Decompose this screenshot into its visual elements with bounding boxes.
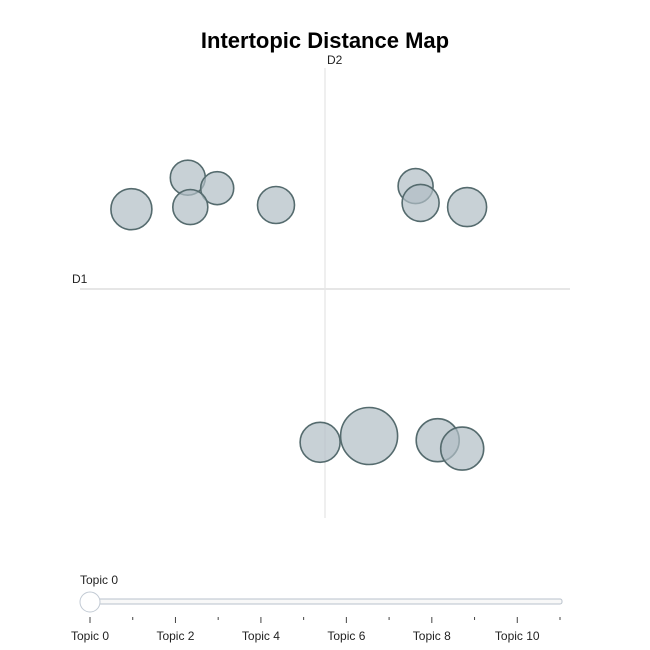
topic-bubble[interactable] — [172, 188, 209, 226]
topic-bubble[interactable] — [401, 183, 440, 223]
chart-title: Intertopic Distance Map — [201, 28, 449, 53]
topic-bubble[interactable] — [110, 187, 153, 231]
topic-bubble[interactable] — [439, 426, 485, 471]
topic-bubble[interactable] — [339, 406, 399, 466]
topic-bubble[interactable] — [199, 170, 235, 206]
slider-tick-label: Topic 2 — [156, 629, 194, 643]
slider-track[interactable] — [85, 598, 563, 605]
y-axis-label: D2 — [327, 53, 343, 67]
topic-bubbles — [110, 159, 488, 471]
topic-slider[interactable]: Topic 0 Topic 0 Topic 2 Topic 4 Topic 6 Topi… — [71, 573, 563, 643]
x-axis-label: D1 — [72, 272, 88, 286]
slider-tick-label: Topic 6 — [327, 629, 365, 643]
topic-bubble[interactable] — [446, 186, 488, 228]
slider-tick-label: Topic 0 — [71, 629, 109, 643]
slider-ticks: Topic 0 Topic 2 Topic 4 Topic 6 Topic 8 Topic… — [71, 617, 561, 643]
slider-tick-label: Topic 4 — [242, 629, 280, 643]
slider-current-label: Topic 0 — [80, 573, 118, 587]
slider-tick-label: Topic 8 — [413, 629, 451, 643]
slider-tick-label: Topic 10 — [495, 629, 540, 643]
slider-handle[interactable] — [79, 591, 101, 613]
topic-bubble[interactable] — [299, 421, 341, 464]
topic-bubble[interactable] — [256, 185, 296, 225]
